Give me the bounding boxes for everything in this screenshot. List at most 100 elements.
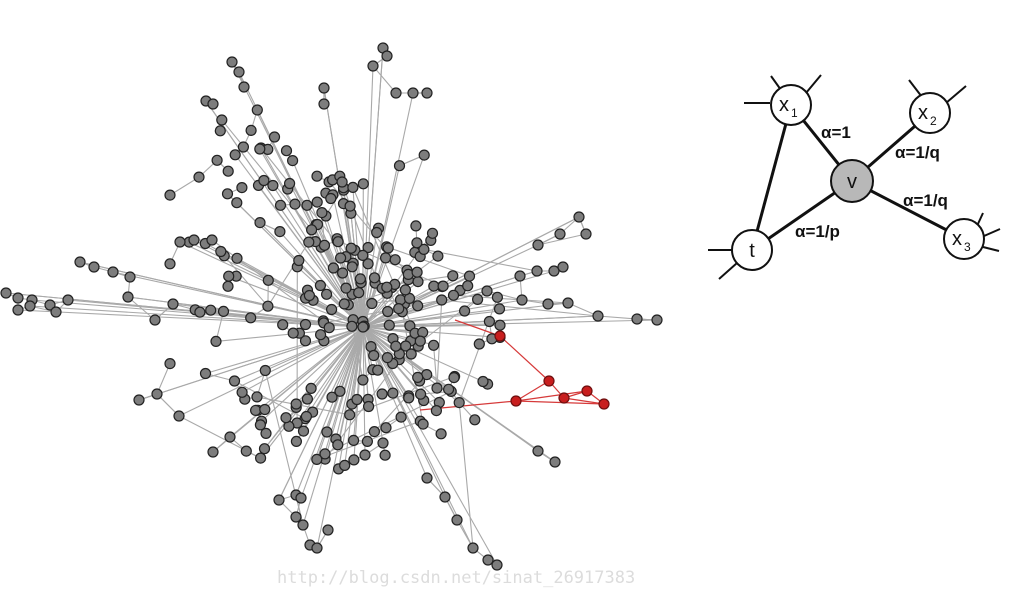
node-x3-circle [943,218,985,260]
network-node [311,542,323,554]
network-node [293,254,305,267]
network-node [24,300,36,312]
network-node [531,265,543,277]
network-node [303,289,315,302]
network-node [205,304,217,316]
network-node [259,364,271,377]
network-node [167,298,179,310]
network-node [447,289,460,301]
network-node [173,410,185,422]
network-node [287,155,299,167]
network-node [448,372,460,384]
network-node [357,249,369,261]
network-node [50,306,62,318]
network-node [393,160,406,172]
network-edge [302,326,364,526]
network-edge [229,326,364,438]
network-node [262,274,274,286]
network-edge [433,345,438,389]
network-node [494,319,506,331]
network-node [463,270,476,282]
network-node [207,98,219,110]
network-node [124,271,136,283]
network-node [389,254,401,266]
network-node [580,228,592,240]
network-edge [223,255,269,307]
network-node [346,261,358,273]
network-node [381,352,393,364]
network-node [592,310,604,322]
network-edge [537,233,587,246]
network-node [0,287,12,299]
network-edge [278,326,364,501]
network-node [514,270,526,282]
node-v-label: v [847,171,857,193]
alpha-label-x3: α=1/q [903,191,948,210]
network-node [211,154,223,166]
network-node [554,228,566,240]
network-node [164,258,176,270]
network-node [326,391,338,403]
stub [982,246,1000,252]
network-node [12,304,24,316]
network-node [311,170,323,182]
network-node [469,414,481,426]
network-node [426,227,439,239]
network-node [290,398,302,410]
network-node [335,252,347,264]
network-node [268,131,281,143]
alpha-label-t: α=1/p [795,222,840,241]
network-node [221,188,234,200]
network-edge [362,315,599,328]
network-edge [305,326,364,417]
network-node [651,314,663,326]
network-node [403,392,415,404]
walk-node [581,385,593,397]
network-node [380,252,392,264]
network-edge [261,326,364,422]
network-edge [362,47,384,328]
network-node [418,149,430,161]
network-edge [458,402,474,549]
network-node [316,207,328,219]
network-node [395,411,407,423]
network-node [345,242,357,254]
network-node [557,261,569,273]
network-node [274,226,286,238]
network-edge [265,326,364,372]
walk-edge [499,335,550,382]
network-node [306,224,318,236]
network-node [303,236,315,248]
network-node [415,388,427,400]
network-node [164,189,176,201]
network-node [258,174,270,187]
network-node [226,56,238,68]
network-node [314,279,326,292]
network-node [323,322,335,334]
network-node [287,327,299,339]
network-node [421,87,433,99]
network-node [215,245,227,258]
network-node [332,236,344,248]
network-node [325,192,337,205]
network-node [376,388,388,400]
network-edge [362,92,414,328]
network-node [199,367,212,380]
network-node [322,524,334,536]
network-node [459,305,471,317]
network-node [411,237,423,249]
network-edge [296,326,364,424]
network-edge [300,326,364,499]
network-node [377,437,389,449]
node-x1: x 1 [770,84,812,126]
network-node [390,340,402,352]
network-node [301,393,313,405]
network-node [254,419,266,431]
walk-edge [515,380,550,402]
network-node [443,383,455,395]
network-node [351,393,363,406]
network-node [348,454,360,466]
network-node [315,329,327,341]
network-node [353,287,365,299]
network-node [368,272,381,284]
